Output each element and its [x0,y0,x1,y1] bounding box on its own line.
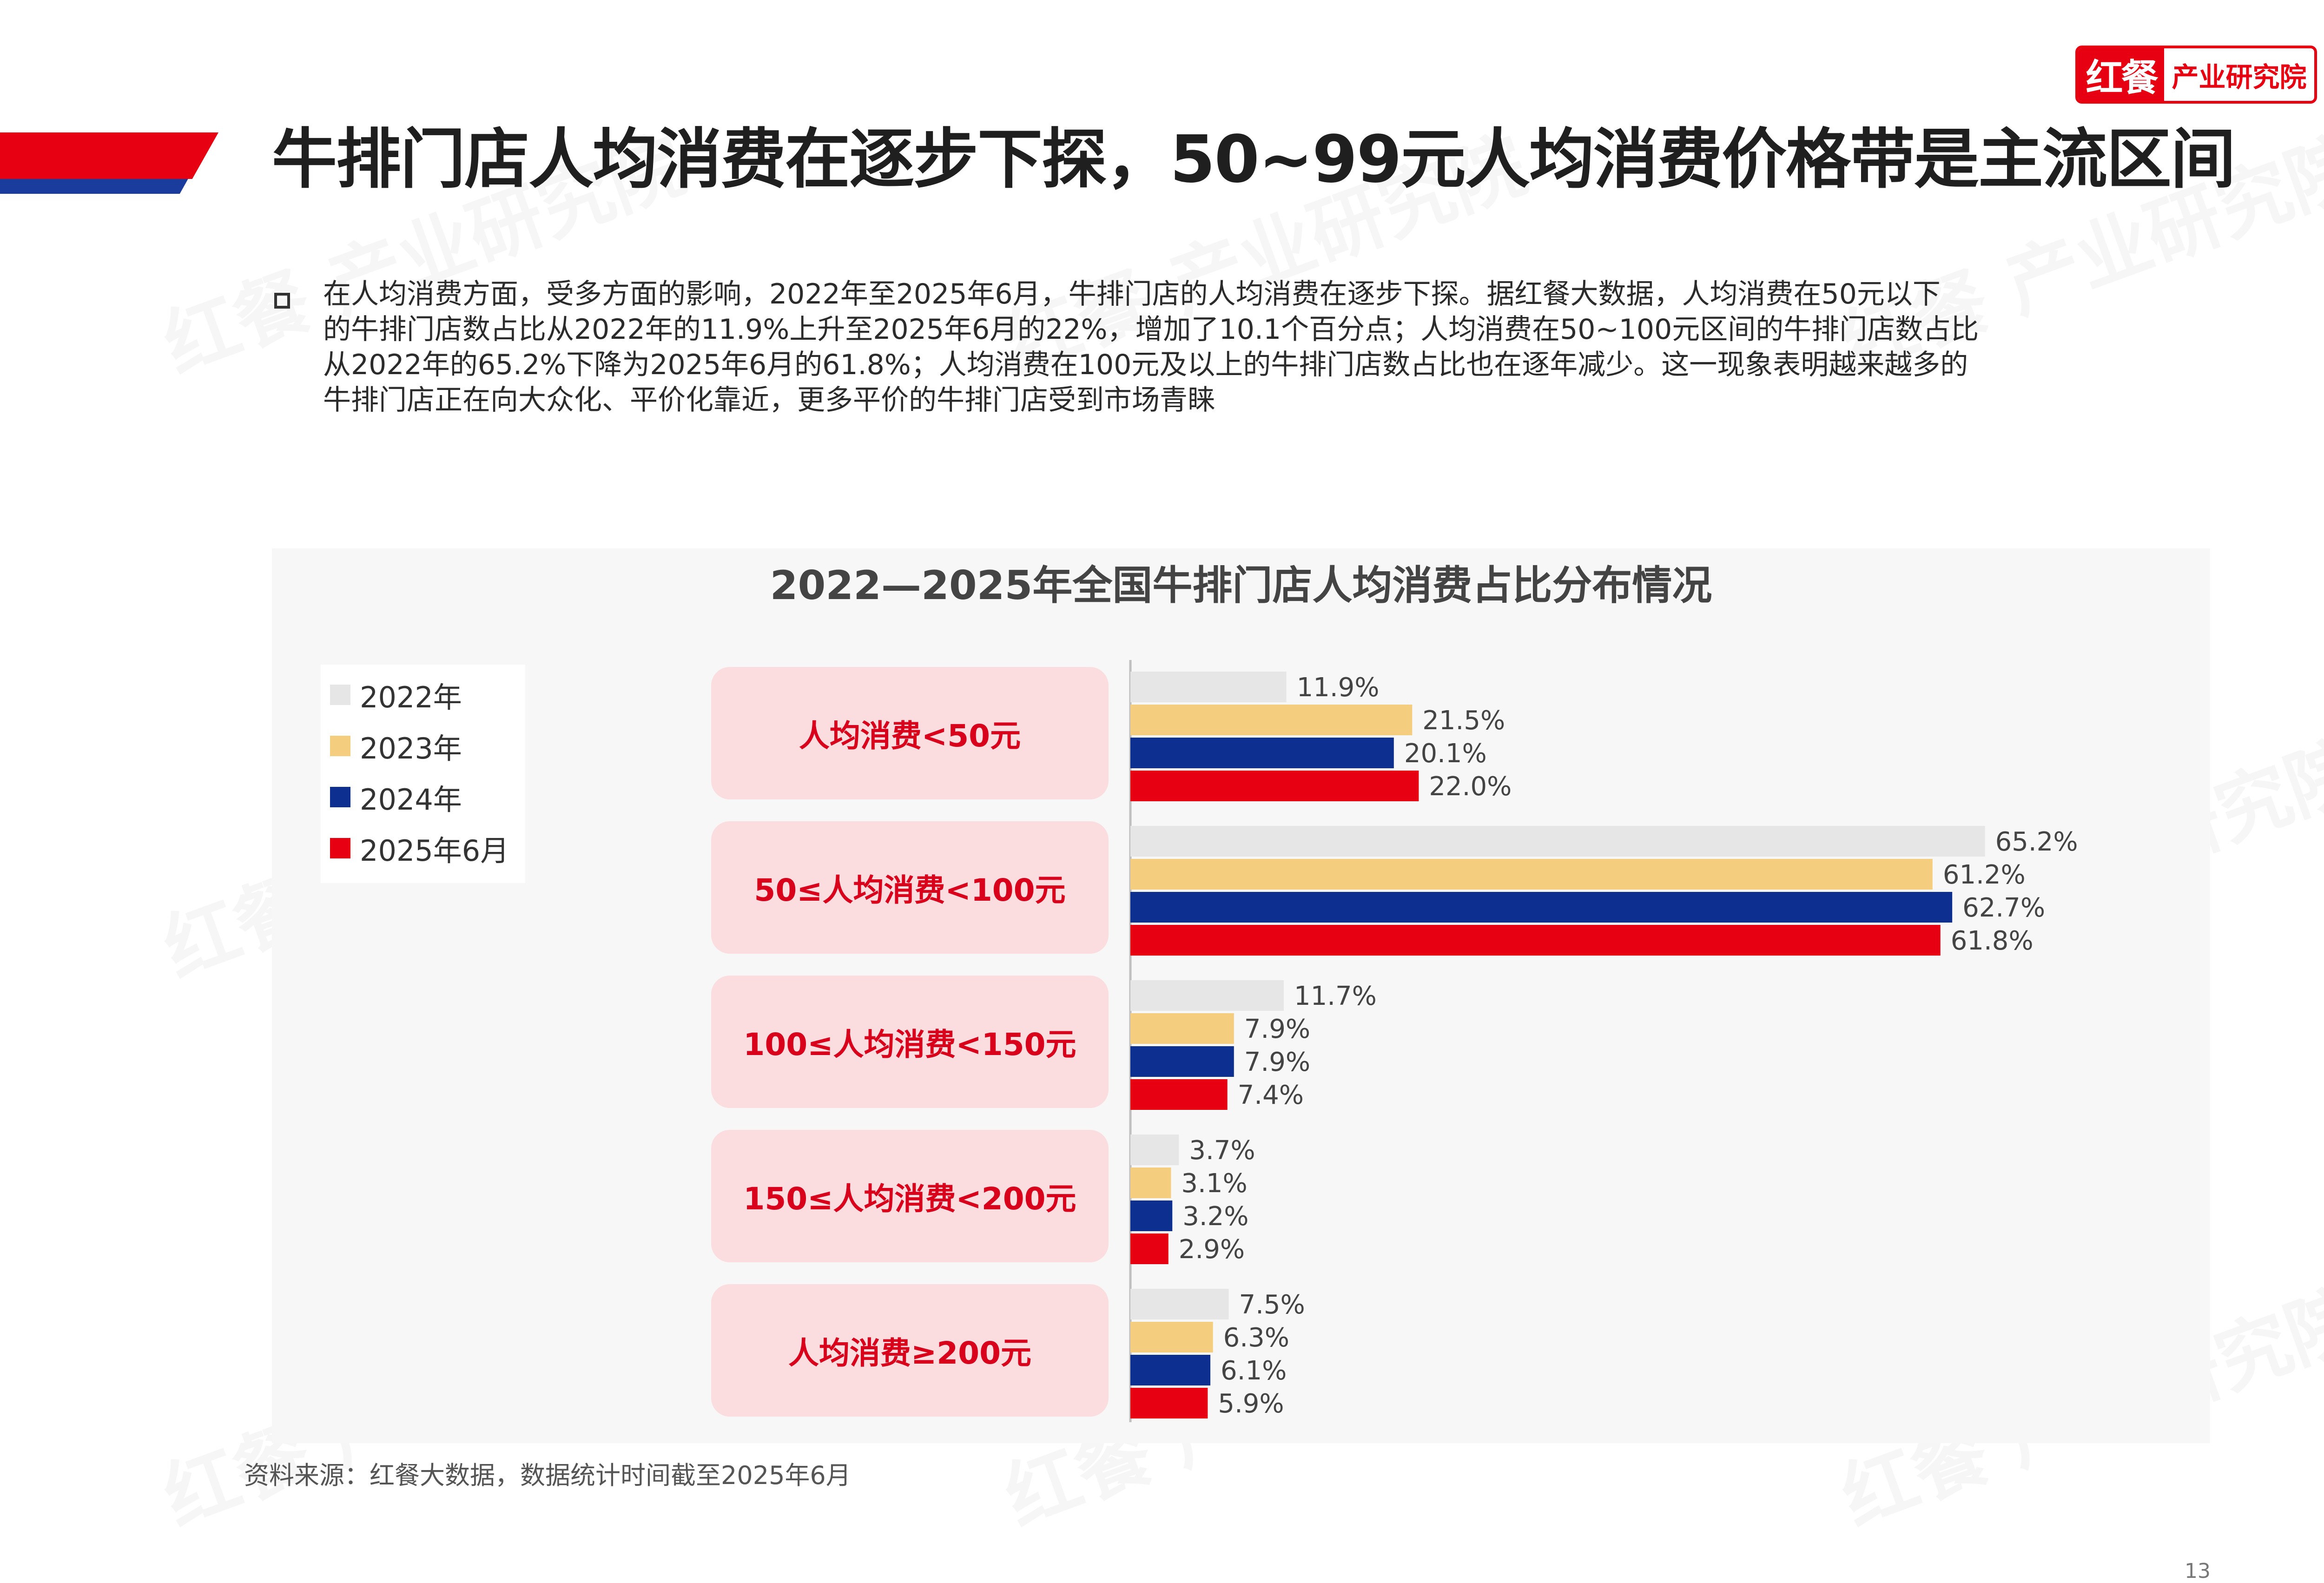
brand-logo: 红餐 产业研究院 [2075,46,2317,104]
bar-value-label: 3.7% [1189,1135,1255,1166]
legend-label: 2022年 [360,680,462,714]
bar-value-label: 20.1% [1404,739,1487,769]
bar-0-2 [1130,980,1284,1011]
header-stripe-red [0,132,218,179]
bar-3-3 [1130,1233,1169,1264]
bar-3-0 [1130,771,1419,801]
bar-2-4 [1130,1355,1211,1385]
source-note: 资料来源：红餐大数据，数据统计时间截至2025年6月 [244,1461,851,1490]
bar-value-label: 21.5% [1422,706,1505,736]
page-number: 13 [2185,1559,2211,1583]
legend-item-2023: 2023年 [330,725,462,767]
page-title: 牛排门店人均消费在逐步下探，50~99元人均消费价格带是主流区间 [272,122,2236,198]
bar-value-label: 22.0% [1429,772,1512,802]
bar-value-label: 7.4% [1238,1080,1304,1110]
intro-line: 牛排门店正在向大众化、平价化靠近，更多平价的牛排门店受到市场青睐 [323,384,1215,416]
bar-0-1 [1130,826,1985,857]
bar-value-label: 7.9% [1244,1014,1310,1044]
legend-label: 2024年 [360,783,462,817]
category-label-150-200: 150≤人均消费<200元 [711,1130,1109,1262]
logo-mark: 红餐 [2078,48,2164,101]
legend-swatch [330,736,350,756]
logo-text: 产业研究院 [2172,61,2307,93]
legend-swatch [330,787,350,807]
bar-value-label: 3.1% [1181,1168,1247,1199]
category-label-50-100: 50≤人均消费<100元 [711,821,1109,954]
bar-3-2 [1130,1079,1228,1110]
intro-line: 的牛排门店数占比从2022年的11.9%上升至2025年6月的22%，增加了10… [323,313,1979,346]
bar-1-3 [1130,1167,1171,1198]
legend-swatch [330,685,350,705]
bullet-square-icon [274,293,290,309]
bar-value-label: 61.2% [1943,860,2026,890]
bar-value-label: 7.5% [1239,1290,1305,1320]
bar-0-0 [1130,672,1287,702]
bar-value-label: 6.1% [1221,1356,1287,1386]
bar-value-label: 11.7% [1294,981,1377,1011]
bar-value-label: 65.2% [1995,827,2078,857]
bar-3-1 [1130,925,1941,956]
legend-item-2022: 2022年 [330,674,462,716]
bar-1-2 [1130,1013,1234,1044]
legend-label: 2025年6月 [360,834,509,868]
category-label-under-50: 人均消费<50元 [711,667,1109,799]
bar-value-label: 5.9% [1218,1389,1284,1419]
bar-3-4 [1130,1388,1208,1418]
bar-1-0 [1130,705,1413,735]
bar-value-label: 3.2% [1182,1201,1248,1232]
bar-0-3 [1130,1134,1179,1165]
chart-title: 2022—2025年全国牛排门店人均消费占比分布情况 [770,562,1712,609]
legend-item-2025-06: 2025年6月 [330,827,509,869]
chart-legend: 2022年 2023年 2024年 2025年6月 [321,665,525,883]
category-label-200-plus: 人均消费≥200元 [711,1284,1109,1417]
category-label-100-150: 100≤人均消费<150元 [711,976,1109,1108]
bar-value-label: 11.9% [1297,673,1380,703]
bar-value-label: 7.9% [1244,1047,1310,1077]
bar-value-label: 2.9% [1179,1234,1245,1265]
bar-0-4 [1130,1289,1229,1319]
bar-1-1 [1130,859,1933,890]
intro-line: 在人均消费方面，受多方面的影响，2022年至2025年6月，牛排门店的人均消费在… [323,278,1941,310]
bar-2-0 [1130,738,1394,768]
bar-1-4 [1130,1322,1213,1352]
intro-paragraph: 在人均消费方面，受多方面的影响，2022年至2025年6月，牛排门店的人均消费在… [323,277,2136,418]
bar-value-label: 6.3% [1223,1323,1289,1353]
bar-value-label: 61.8% [1951,926,2034,956]
bar-value-label: 62.7% [1962,893,2045,923]
legend-swatch [330,838,350,858]
intro-line: 从2022年的65.2%下降为2025年6月的61.8%；人均消费在100元及以… [323,349,1968,381]
legend-label: 2023年 [360,732,462,765]
bar-2-3 [1130,1200,1173,1231]
bar-2-1 [1130,892,1953,923]
bar-2-2 [1130,1046,1234,1077]
legend-item-2024: 2024年 [330,776,462,818]
